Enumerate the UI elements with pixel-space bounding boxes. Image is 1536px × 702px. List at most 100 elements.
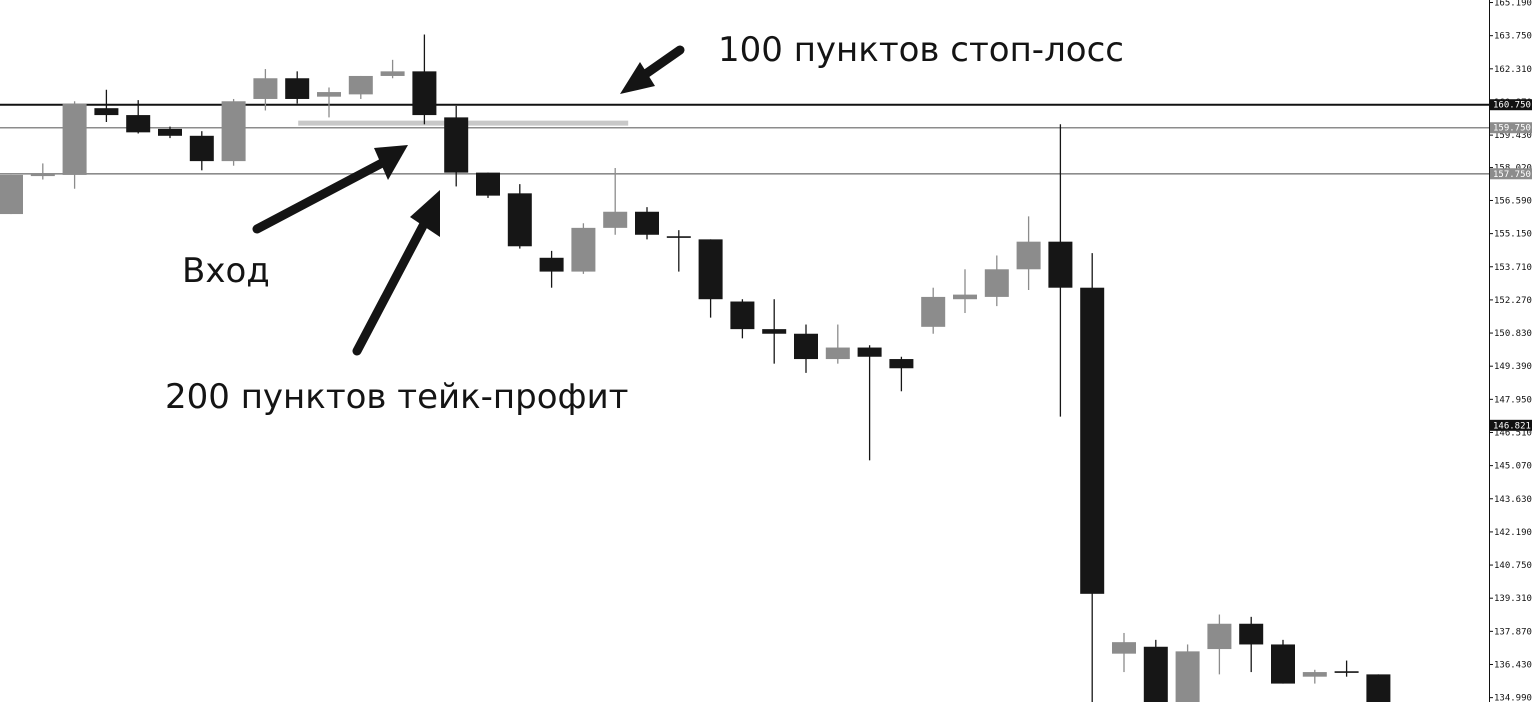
candle-body xyxy=(1302,672,1327,677)
arrow-icon-entry xyxy=(252,145,408,234)
axis-tick-label: 149.390 xyxy=(1494,362,1532,372)
price-tag-label: 157.750 xyxy=(1493,170,1531,180)
candle-body xyxy=(698,239,723,300)
axis-tick-label: 163.750 xyxy=(1494,32,1532,42)
candle xyxy=(794,324,818,373)
candle xyxy=(984,255,1009,307)
candle-body xyxy=(984,269,1009,297)
candle-body xyxy=(189,135,214,162)
candle xyxy=(380,59,405,79)
price-axis: 165.190163.750162.310160.870159.430158.0… xyxy=(1489,0,1532,702)
axis-tick-label: 153.710 xyxy=(1494,263,1532,273)
candle-body xyxy=(0,174,23,215)
annotation-arrows xyxy=(252,45,685,356)
candle xyxy=(539,250,564,288)
candle xyxy=(62,101,87,189)
entry-annotation: Вход xyxy=(182,251,270,291)
candle xyxy=(1207,614,1232,675)
candle-body xyxy=(921,296,946,327)
candle-body xyxy=(635,211,659,235)
candle xyxy=(507,184,532,249)
candle-body xyxy=(1239,623,1264,645)
axis-tick-label: 165.190 xyxy=(1494,0,1532,9)
candle xyxy=(221,98,246,166)
candle xyxy=(825,324,850,364)
candle-body xyxy=(158,128,182,136)
candle xyxy=(1366,674,1391,702)
candle xyxy=(94,89,119,122)
axis-tick-label: 155.150 xyxy=(1494,230,1532,240)
candle-body xyxy=(94,108,119,116)
candle xyxy=(285,71,310,104)
candle xyxy=(1143,639,1168,702)
axis-tick-label: 159.430 xyxy=(1494,131,1532,141)
candle xyxy=(189,131,214,171)
candle xyxy=(1112,632,1136,673)
candle xyxy=(571,223,596,274)
candle-body xyxy=(1207,623,1232,650)
stop-loss-annotation: 100 пунктов стоп-лосс xyxy=(718,30,1124,70)
axis-tick-label: 152.270 xyxy=(1494,296,1532,306)
candle xyxy=(953,269,977,314)
candle-body xyxy=(317,92,341,97)
candle xyxy=(1271,639,1295,684)
candle xyxy=(126,100,151,134)
candle-body xyxy=(762,329,787,334)
axis-tick-label: 143.630 xyxy=(1494,495,1532,505)
candle xyxy=(253,69,278,111)
candle-body xyxy=(1048,241,1073,288)
candle xyxy=(1080,253,1105,702)
candle xyxy=(348,75,373,99)
axis-tick-label: 147.950 xyxy=(1494,395,1532,405)
candle xyxy=(666,230,691,272)
candle-body xyxy=(953,294,977,300)
candle xyxy=(889,356,914,392)
price-tag xyxy=(1490,99,1532,111)
candle-body xyxy=(126,115,151,133)
price-tag-label: 159.750 xyxy=(1493,124,1531,134)
arrow-icon-stop-loss xyxy=(620,45,685,94)
axis-tick-label: 162.310 xyxy=(1494,65,1532,75)
axis-tick-label: 146.510 xyxy=(1494,428,1532,438)
candle xyxy=(635,207,659,240)
candle xyxy=(857,345,882,461)
candle-body xyxy=(889,359,914,369)
axis-tick-label: 142.190 xyxy=(1494,528,1532,538)
candles xyxy=(0,34,1391,702)
candle xyxy=(1239,616,1264,673)
candle-body xyxy=(1271,644,1295,684)
candle-body xyxy=(221,101,246,162)
candle xyxy=(158,126,182,139)
candle xyxy=(698,239,723,318)
price-tag-label: 160.750 xyxy=(1493,101,1531,111)
candle xyxy=(0,174,23,215)
candle xyxy=(1302,669,1327,684)
axis-tick-label: 145.070 xyxy=(1494,462,1532,472)
axis-tick-label: 156.590 xyxy=(1494,196,1532,206)
candle xyxy=(921,287,946,334)
candle-body xyxy=(603,211,628,228)
price-tag xyxy=(1490,168,1532,180)
candle xyxy=(1175,644,1200,702)
candle-body xyxy=(730,301,755,330)
candle xyxy=(444,105,469,187)
price-tag xyxy=(1490,419,1532,431)
candle xyxy=(1048,124,1073,417)
candle xyxy=(30,163,55,180)
candle-body xyxy=(253,78,278,99)
price-levels xyxy=(0,103,1489,175)
candle-body xyxy=(476,172,500,196)
candle-body xyxy=(825,347,850,360)
axis-tick-label: 139.310 xyxy=(1494,594,1532,604)
candle-body xyxy=(1080,287,1105,594)
candle xyxy=(762,299,787,364)
candle-body xyxy=(412,71,437,116)
candle-body xyxy=(507,193,532,247)
candle xyxy=(603,168,628,235)
axis-tick-label: 150.830 xyxy=(1494,329,1532,339)
candle-body xyxy=(1112,642,1136,654)
axis-tick-label: 134.990 xyxy=(1494,694,1532,702)
candle-body xyxy=(1016,241,1041,270)
price-tag xyxy=(1490,122,1532,134)
